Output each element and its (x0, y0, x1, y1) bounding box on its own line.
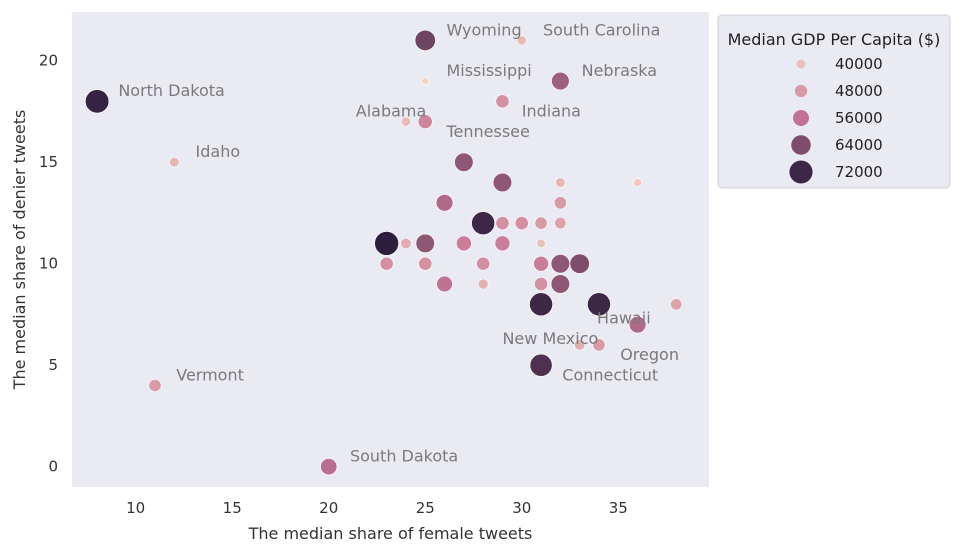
scatter-point (533, 255, 549, 272)
x-tick-label: 10 (126, 499, 145, 517)
scatter-point (495, 216, 510, 231)
scatter-point (320, 458, 338, 476)
scatter-point (454, 152, 474, 172)
scatter-point (587, 292, 611, 317)
scatter-point (529, 292, 553, 317)
scatter-point (435, 194, 454, 212)
legend-marker (791, 135, 811, 155)
legend-label: 48000 (835, 82, 883, 100)
scatter-point (456, 235, 472, 252)
legend-label: 72000 (835, 163, 883, 181)
scatter-point (400, 237, 412, 249)
legend-marker (789, 160, 813, 184)
scatter-point (148, 379, 162, 392)
scatter-point (401, 116, 411, 127)
state-label: Nebraska (582, 61, 657, 80)
state-label: New Mexico (502, 329, 598, 348)
scatter-point (554, 217, 567, 230)
scatter-point (555, 177, 566, 188)
scatter-point (415, 233, 435, 254)
legend-box (717, 14, 951, 189)
scatter-point (529, 353, 553, 377)
scatter-point (551, 71, 570, 91)
state-label: Oregon (620, 345, 679, 364)
legend-label: 56000 (835, 109, 883, 127)
scatter-point (471, 211, 496, 235)
scatter-point (534, 216, 548, 230)
state-label: Tennessee (445, 122, 529, 141)
scatter-point (514, 216, 529, 231)
scatter-point (592, 338, 606, 352)
state-label: Idaho (196, 142, 241, 161)
scatter-point (379, 256, 394, 271)
y-axis-ticks: 0 5 10 15 20 (39, 52, 58, 476)
scatter-point (374, 231, 399, 256)
scatter-point (85, 89, 110, 114)
state-label: Connecticut (562, 365, 658, 384)
scatter-point (633, 178, 642, 187)
legend-title: Median GDP Per Capita ($) (728, 30, 941, 49)
x-tick-label: 15 (223, 499, 242, 517)
scatter-point (574, 339, 586, 351)
legend-items: 40000 48000 56000 64000 72000 (789, 55, 883, 184)
state-label: North Dakota (118, 81, 225, 100)
legend-marker (794, 84, 808, 98)
state-label: Mississippi (446, 61, 531, 80)
scatter-point (417, 114, 433, 129)
state-label: Vermont (176, 365, 244, 384)
scatter-point (492, 172, 513, 193)
y-tick-label: 20 (39, 52, 58, 70)
scatter-point (477, 278, 489, 290)
x-tick-label: 20 (319, 499, 338, 517)
scatter-point (534, 277, 548, 291)
scatter-point (550, 254, 570, 274)
scatter-point (670, 298, 683, 311)
scatter-point (476, 256, 491, 271)
y-axis-label: The median share of denier tweets (10, 110, 29, 391)
scatter-point (553, 196, 567, 210)
legend: Median GDP Per Capita ($) 40000 48000 5600… (717, 14, 951, 189)
state-label: Alabama (356, 101, 427, 120)
x-axis-ticks: 10 15 20 25 30 35 (126, 499, 628, 517)
scatter-point (421, 77, 430, 85)
legend-marker (796, 59, 806, 69)
scatter-point (494, 235, 511, 252)
scatter-point (569, 253, 590, 274)
scatter-point (414, 29, 436, 51)
x-tick-label: 25 (416, 499, 435, 517)
scatter-point (536, 238, 546, 249)
state-label: Hawaii (597, 309, 651, 328)
x-axis-label: The median share of female tweets (248, 524, 533, 543)
y-tick-label: 15 (39, 153, 58, 171)
x-tick-label: 35 (609, 499, 628, 517)
state-annotations: North Dakota Idaho Vermont South Dakota Wyom… (118, 20, 679, 465)
legend-label: 40000 (835, 55, 883, 73)
legend-label: 64000 (835, 136, 883, 154)
state-label: South Dakota (350, 447, 458, 466)
state-label: Indiana (522, 101, 581, 120)
x-tick-label: 30 (512, 499, 531, 517)
state-label: Wyoming (446, 20, 521, 39)
scatter-point (436, 275, 453, 293)
scatter-point (628, 315, 647, 334)
scatter-point (495, 94, 510, 109)
y-tick-label: 10 (39, 255, 58, 273)
scatter-point (516, 35, 527, 46)
state-label: South Carolina (543, 20, 660, 39)
data-points (85, 29, 683, 476)
scatter-point (418, 256, 433, 271)
legend-marker (793, 110, 809, 126)
scatter-point (169, 157, 180, 168)
scatter-point (550, 274, 570, 294)
y-tick-label: 0 (48, 458, 58, 476)
y-tick-label: 5 (48, 356, 58, 374)
